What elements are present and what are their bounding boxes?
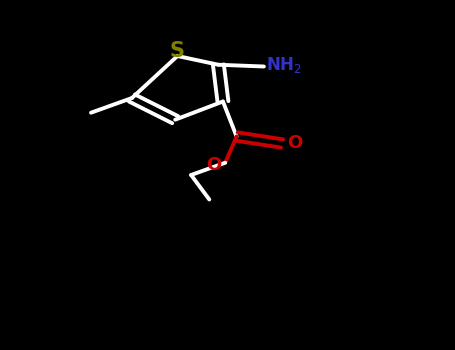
Text: NH$_2$: NH$_2$ xyxy=(266,55,302,76)
Text: O: O xyxy=(206,155,222,174)
Text: O: O xyxy=(288,134,303,152)
Text: S: S xyxy=(170,41,185,61)
